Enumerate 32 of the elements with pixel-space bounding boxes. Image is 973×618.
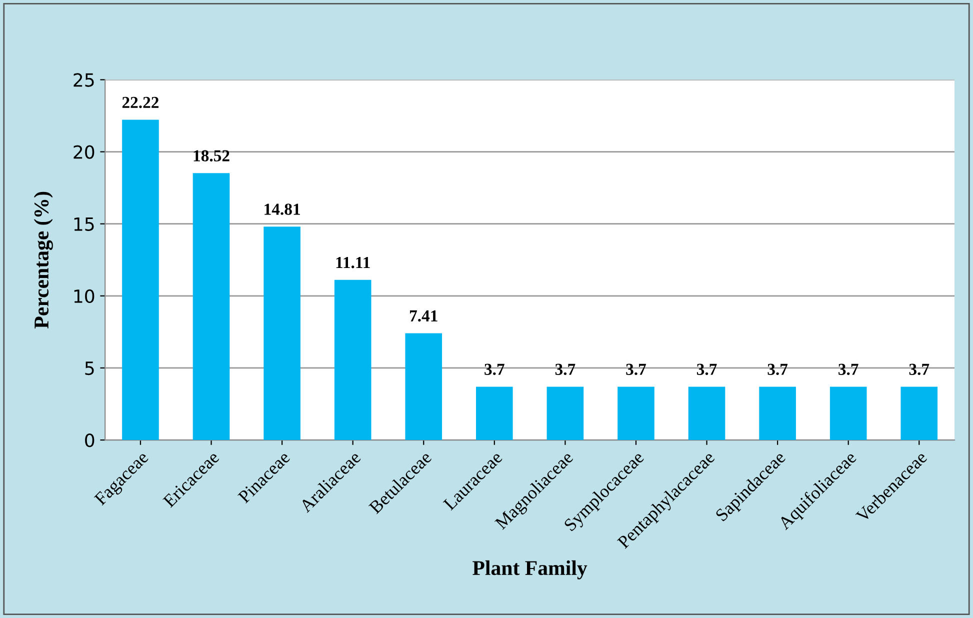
y-tick-label: 10	[74, 289, 94, 304]
bar	[759, 386, 796, 440]
bar	[334, 280, 372, 440]
data-label: 18.52	[194, 150, 230, 162]
bar	[546, 386, 584, 440]
data-label: 3.7	[555, 364, 576, 376]
bar	[122, 120, 159, 440]
data-label: 3.7	[838, 364, 858, 376]
bar	[192, 173, 230, 440]
data-label: 14.81	[264, 204, 300, 215]
bar	[618, 386, 654, 440]
x-axis-title: Plant Family	[472, 560, 588, 580]
bar	[264, 226, 300, 440]
bar	[688, 386, 726, 440]
y-tick-label: 20	[74, 145, 94, 159]
y-tick-label: 5	[85, 362, 94, 376]
data-label: 3.7	[626, 364, 646, 376]
bar	[476, 386, 513, 440]
data-label: 3.7	[696, 364, 717, 376]
data-label: 22.22	[122, 96, 159, 108]
data-label: 7.41	[410, 310, 438, 322]
data-label: 3.7	[484, 364, 504, 376]
bar	[405, 333, 442, 440]
y-tick-label: 25	[74, 73, 94, 87]
data-label: 3.7	[909, 364, 930, 376]
bar	[900, 386, 938, 440]
data-label: 11.11	[336, 257, 370, 268]
bar	[830, 386, 867, 440]
y-axis-title: Percentage (%)	[34, 192, 53, 328]
data-label: 3.7	[768, 364, 788, 376]
y-tick-label: 0	[85, 433, 94, 448]
y-tick-label: 15	[74, 218, 94, 231]
